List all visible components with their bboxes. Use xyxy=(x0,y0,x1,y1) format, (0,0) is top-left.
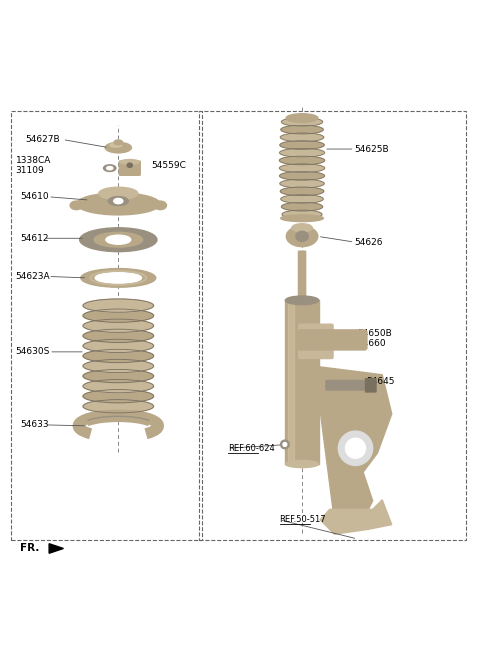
Ellipse shape xyxy=(279,164,324,173)
Text: 54645: 54645 xyxy=(366,377,395,386)
Text: 54633: 54633 xyxy=(21,420,49,430)
Text: 1338CA
31109: 1338CA 31109 xyxy=(16,156,51,175)
Ellipse shape xyxy=(346,438,365,459)
Ellipse shape xyxy=(81,268,156,287)
Ellipse shape xyxy=(338,431,372,466)
Ellipse shape xyxy=(280,179,324,188)
Text: REF.60-624: REF.60-624 xyxy=(228,443,275,453)
Ellipse shape xyxy=(285,461,319,468)
Ellipse shape xyxy=(285,296,319,304)
Text: REF.50-517: REF.50-517 xyxy=(280,516,326,524)
FancyBboxPatch shape xyxy=(119,161,140,175)
Text: 54630S: 54630S xyxy=(16,348,50,356)
Bar xyxy=(285,300,319,464)
Ellipse shape xyxy=(281,125,323,134)
Ellipse shape xyxy=(120,159,139,164)
Ellipse shape xyxy=(70,201,83,210)
Ellipse shape xyxy=(99,187,138,199)
Ellipse shape xyxy=(105,142,132,153)
Ellipse shape xyxy=(94,232,143,247)
Ellipse shape xyxy=(281,117,323,126)
Polygon shape xyxy=(49,544,63,553)
Ellipse shape xyxy=(83,339,154,352)
Text: 54610: 54610 xyxy=(21,192,49,201)
Ellipse shape xyxy=(280,133,324,142)
Ellipse shape xyxy=(108,197,128,205)
Ellipse shape xyxy=(76,193,160,215)
Ellipse shape xyxy=(95,272,142,283)
Text: 54559C: 54559C xyxy=(152,161,187,171)
FancyBboxPatch shape xyxy=(299,324,333,359)
Text: 54612: 54612 xyxy=(21,234,49,243)
Text: FR.: FR. xyxy=(21,543,40,554)
Ellipse shape xyxy=(281,440,289,449)
Ellipse shape xyxy=(279,156,324,165)
Ellipse shape xyxy=(281,202,323,211)
Ellipse shape xyxy=(296,232,308,241)
Polygon shape xyxy=(320,500,392,534)
Text: 54627B: 54627B xyxy=(25,135,60,144)
Ellipse shape xyxy=(83,359,154,373)
Ellipse shape xyxy=(292,224,312,232)
FancyBboxPatch shape xyxy=(326,380,369,390)
Ellipse shape xyxy=(114,198,123,203)
Ellipse shape xyxy=(154,201,167,210)
Ellipse shape xyxy=(114,140,122,145)
Ellipse shape xyxy=(110,143,122,147)
Ellipse shape xyxy=(80,228,157,252)
Ellipse shape xyxy=(286,113,318,122)
FancyBboxPatch shape xyxy=(299,251,306,301)
Ellipse shape xyxy=(83,309,154,322)
Ellipse shape xyxy=(286,226,318,247)
Ellipse shape xyxy=(83,379,154,393)
Ellipse shape xyxy=(83,299,154,312)
Text: 54623A: 54623A xyxy=(16,272,50,281)
Ellipse shape xyxy=(106,236,131,244)
Bar xyxy=(199,111,466,541)
Ellipse shape xyxy=(104,165,116,171)
Ellipse shape xyxy=(283,443,287,446)
Ellipse shape xyxy=(83,390,154,403)
Text: 54650B
54660: 54650B 54660 xyxy=(357,329,392,348)
Ellipse shape xyxy=(280,140,324,150)
FancyBboxPatch shape xyxy=(298,330,367,350)
Ellipse shape xyxy=(83,400,154,413)
Text: 54625B: 54625B xyxy=(355,144,389,154)
Ellipse shape xyxy=(281,195,323,203)
Ellipse shape xyxy=(83,349,154,363)
Polygon shape xyxy=(314,366,392,522)
Text: 54626: 54626 xyxy=(355,237,383,247)
FancyBboxPatch shape xyxy=(365,379,376,392)
Ellipse shape xyxy=(127,163,132,167)
Ellipse shape xyxy=(280,187,324,195)
Ellipse shape xyxy=(83,369,154,382)
Ellipse shape xyxy=(279,148,324,157)
Ellipse shape xyxy=(281,215,324,222)
Ellipse shape xyxy=(279,171,324,180)
Ellipse shape xyxy=(83,319,154,333)
Bar xyxy=(11,111,202,541)
Bar xyxy=(288,300,294,464)
Ellipse shape xyxy=(83,329,154,342)
Ellipse shape xyxy=(282,210,322,218)
Ellipse shape xyxy=(107,167,113,170)
